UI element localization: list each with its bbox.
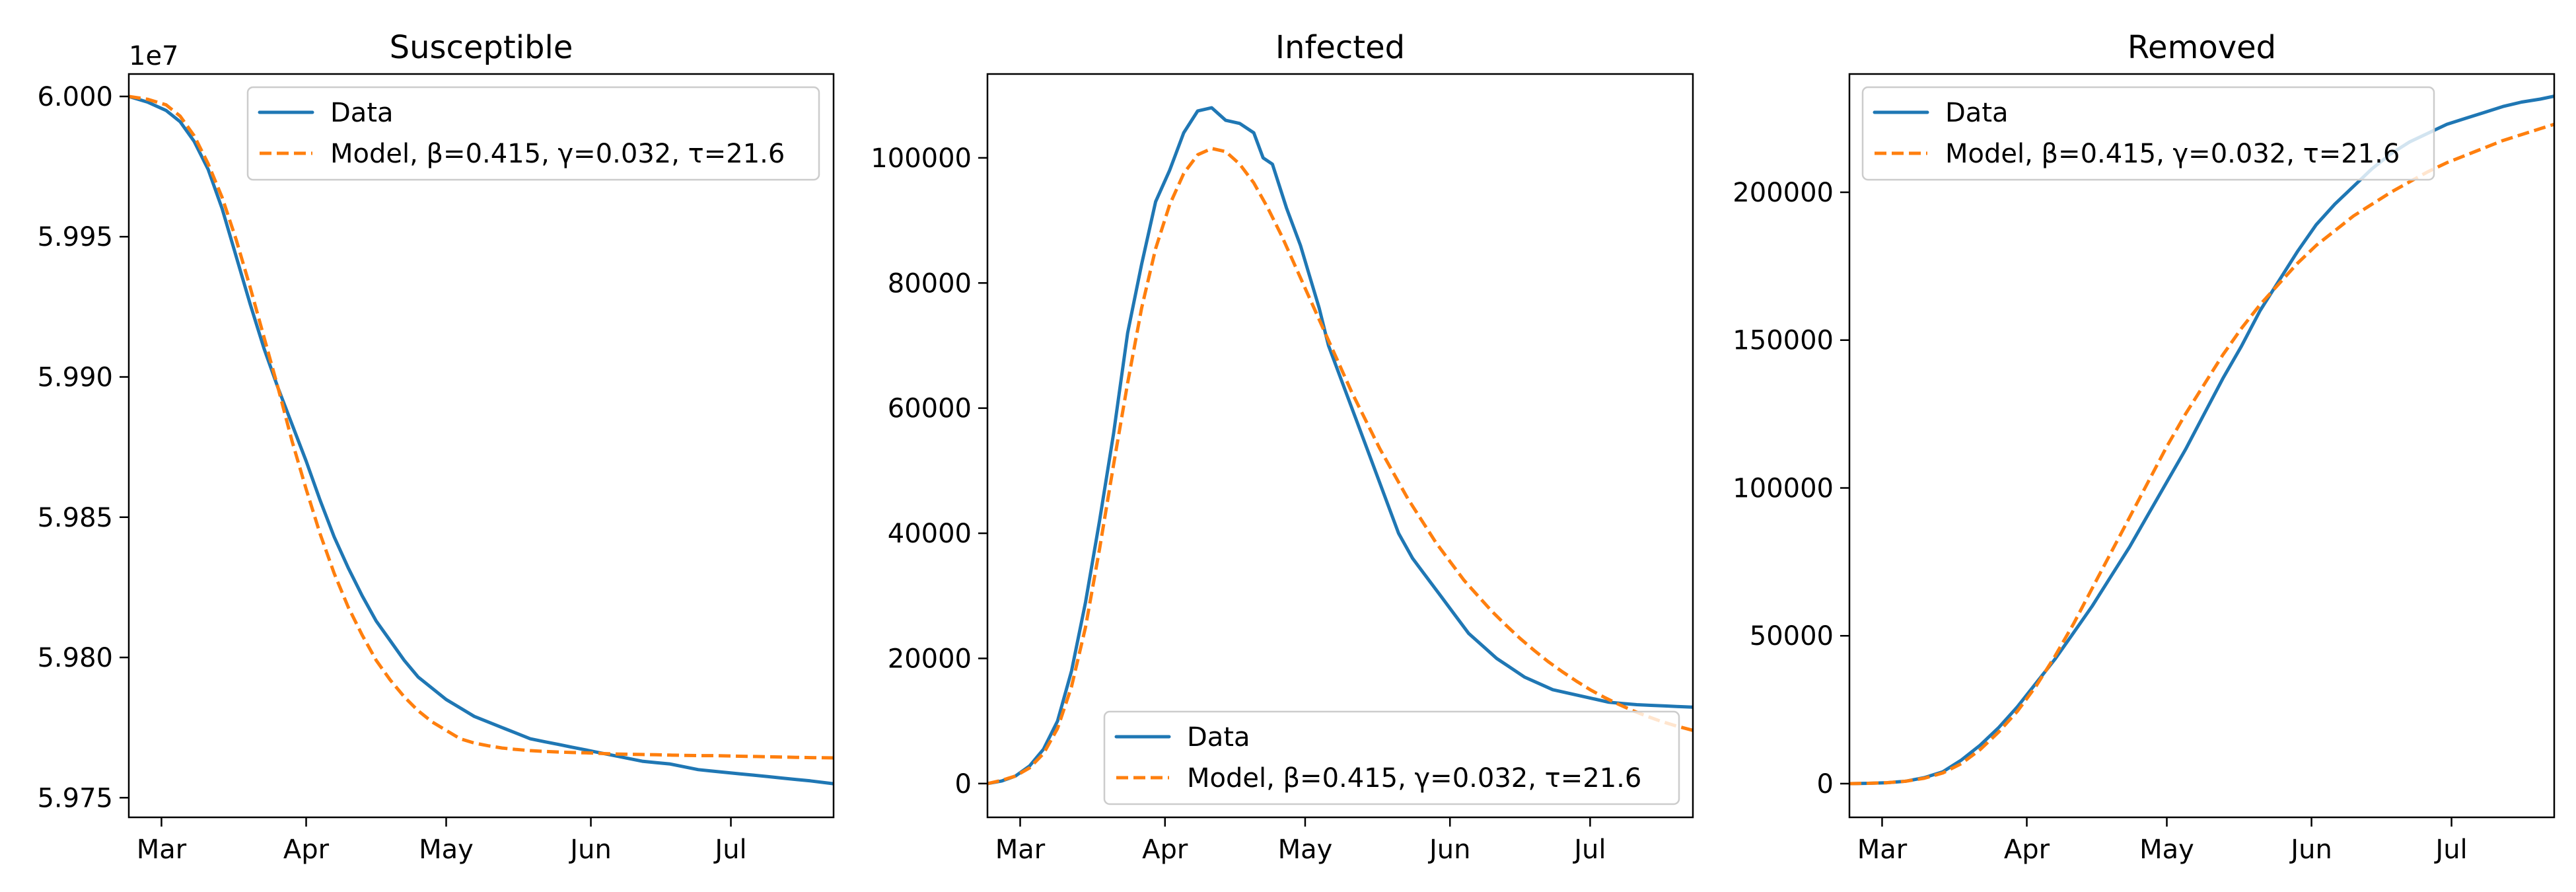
- y-tick-label: 5.980: [37, 643, 113, 673]
- x-tick-label: Mar: [1857, 835, 1908, 865]
- panel-title: Infected: [1275, 29, 1405, 66]
- panel-title: Removed: [2128, 29, 2276, 66]
- panel-infected: Mar Apr May Jun Jul 0 20000 40000 60000 80000 1000…: [871, 29, 1694, 865]
- model-series-line: [987, 147, 1693, 786]
- x-tick-label: Jun: [568, 835, 612, 865]
- y-tick-label: 6.000: [37, 82, 113, 112]
- x-tick-label: Jul: [1572, 835, 1606, 865]
- x-tick-label: Mar: [995, 835, 1046, 865]
- legend-data-label: Data: [1187, 722, 1250, 753]
- model-series-line: [129, 94, 834, 760]
- y-tick-label: 60000: [888, 394, 972, 424]
- y-tick-label: 150000: [1733, 326, 1834, 356]
- legend: Data Model, β=0.415, γ=0.032, τ=21.6: [1103, 710, 1680, 805]
- model-series-line: [1849, 122, 2554, 786]
- data-series-line: [1849, 94, 2554, 786]
- axes-frame: [1848, 73, 2556, 819]
- y-tick-label: 5.990: [37, 362, 113, 392]
- axes-frame: [986, 73, 1694, 819]
- x-tick-label: Mar: [137, 835, 187, 865]
- x-tick-label: Jul: [2433, 835, 2467, 865]
- legend-data-label: Data: [1945, 98, 2009, 128]
- x-tick-label: May: [1278, 835, 1333, 865]
- legend-model-label: Model, β=0.415, γ=0.032, τ=21.6: [1945, 139, 2400, 169]
- y-tick-label: 100000: [1733, 473, 1834, 503]
- legend: Data Model, β=0.415, γ=0.032, τ=21.6: [1861, 86, 2435, 181]
- panel-removed: Mar Apr May Jun Jul 0 50000 100000 150000 200000 R…: [1733, 29, 2556, 865]
- data-series-line: [987, 106, 1693, 786]
- panel-susceptible: Mar Apr May Jun Jul 5.975 5.980 5.985 5.990 5.995…: [37, 29, 835, 865]
- y-tick-label: 100000: [871, 143, 972, 174]
- legend-box: [1861, 86, 2435, 181]
- legend-model-label: Model, β=0.415, γ=0.032, τ=21.6: [330, 139, 785, 169]
- data-series-line: [129, 94, 834, 786]
- y-tick-label: 200000: [1733, 178, 1834, 208]
- y-tick-label: 20000: [888, 644, 972, 674]
- x-tick-label: Jun: [1427, 835, 1471, 865]
- axes-frame: [127, 73, 835, 819]
- x-tick-label: Jun: [2289, 835, 2332, 865]
- y-tick-label: 40000: [888, 519, 972, 549]
- x-tick-label: Jul: [713, 835, 746, 865]
- y-tick-label: 50000: [1750, 621, 1834, 651]
- legend-box: [1103, 710, 1680, 805]
- y-offset-label: 1e7: [129, 41, 179, 71]
- x-tick-label: May: [2139, 835, 2194, 865]
- panel-title: Susceptible: [390, 29, 573, 66]
- y-tick-label: 80000: [888, 268, 972, 299]
- legend-model-label: Model, β=0.415, γ=0.032, τ=21.6: [1187, 763, 1641, 794]
- x-tick-label: May: [419, 835, 474, 865]
- legend-box: [246, 86, 820, 181]
- x-tick-label: Apr: [1142, 835, 1188, 865]
- y-tick-label: 0: [955, 769, 972, 799]
- legend-data-label: Data: [330, 98, 394, 128]
- x-tick-label: Apr: [283, 835, 330, 865]
- y-tick-label: 0: [1817, 769, 1834, 799]
- y-tick-label: 5.975: [37, 783, 113, 813]
- y-tick-label: 5.995: [37, 222, 113, 252]
- legend: Data Model, β=0.415, γ=0.032, τ=21.6: [246, 86, 820, 181]
- x-tick-label: Apr: [2004, 835, 2050, 865]
- y-tick-label: 5.985: [37, 503, 113, 533]
